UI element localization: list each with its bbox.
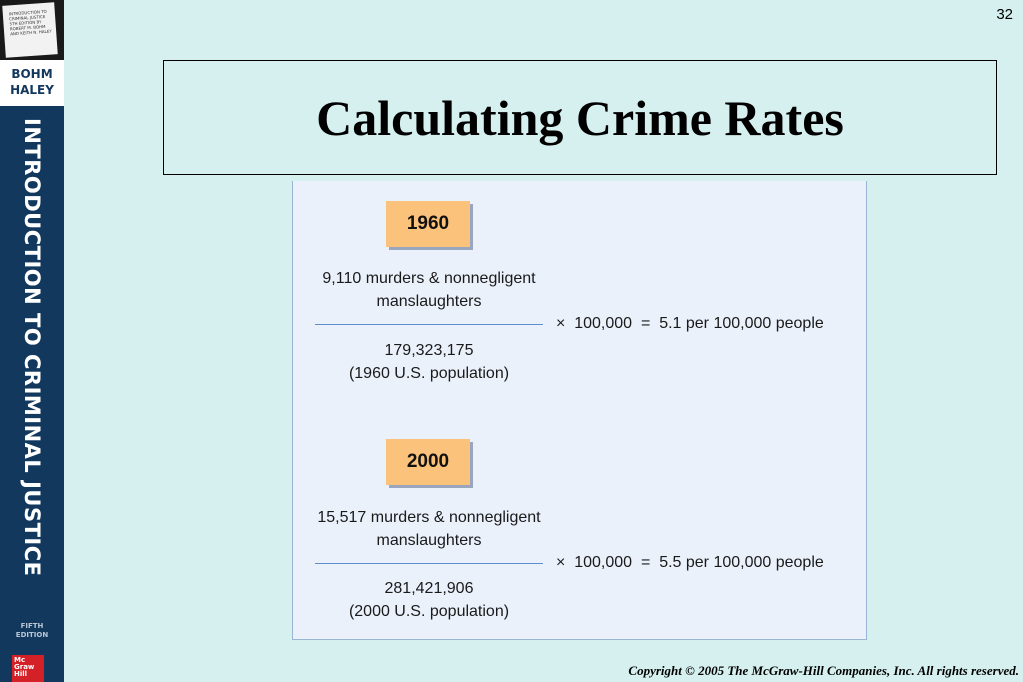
author-haley: HALEY bbox=[10, 83, 54, 97]
title-box: Calculating Crime Rates bbox=[163, 60, 997, 175]
numerator-1960-line-1: 9,110 murders & nonnegligent bbox=[322, 270, 536, 287]
edition-label: FIFTH EDITION bbox=[0, 622, 64, 640]
numerator-2000-line-1: 15,517 murders & nonnegligent bbox=[317, 509, 541, 526]
denominator-1960-line-2: (1960 U.S. population) bbox=[348, 365, 510, 382]
book-sidebar: INTRODUCTION TO CRIMINAL JUSTICE 5TH EDI… bbox=[0, 0, 64, 682]
denominator-2000-line-2: (2000 U.S. population) bbox=[348, 603, 510, 620]
numerator-1960-line-2: manslaughters bbox=[376, 293, 482, 310]
denominator-2000-line-1: 281,421,906 bbox=[384, 580, 474, 597]
slide-title: Calculating Crime Rates bbox=[316, 89, 844, 146]
mcgraw-hill-logo: Mc Graw Hill bbox=[12, 655, 44, 682]
year-tag-1960: 1960 bbox=[386, 201, 470, 247]
fraction-line-1960 bbox=[315, 324, 543, 325]
numerator-2000: 15,517 murders & nonnegligent manslaught… bbox=[293, 506, 565, 552]
denominator-1960: 179,323,175 (1960 U.S. population) bbox=[293, 339, 565, 385]
fraction-line-2000 bbox=[315, 563, 543, 564]
numerator-2000-line-2: manslaughters bbox=[376, 532, 482, 549]
numerator-1960: 9,110 murders & nonnegligent manslaughte… bbox=[293, 267, 565, 313]
year-tag-2000: 2000 bbox=[386, 439, 470, 485]
denominator-1960-line-1: 179,323,175 bbox=[384, 342, 474, 359]
authors-block: BOHM HALEY bbox=[0, 60, 64, 106]
copyright-notice: Copyright © 2005 The McGraw-Hill Compani… bbox=[628, 663, 1019, 678]
denominator-2000: 281,421,906 (2000 U.S. population) bbox=[293, 577, 565, 623]
book-cover-thumbnail: INTRODUCTION TO CRIMINAL JUSTICE 5TH EDI… bbox=[0, 0, 64, 60]
edition-line-2: EDITION bbox=[15, 631, 49, 639]
spine-title: INTRODUCTION TO CRIMINAL JUSTICE bbox=[20, 118, 44, 577]
rate-result-2000: × 100,000 = 5.5 per 100,000 people bbox=[556, 554, 824, 571]
author-bohm: BOHM bbox=[11, 67, 53, 81]
edition-line-1: FIFTH bbox=[20, 622, 44, 630]
rate-result-1960: × 100,000 = 5.1 per 100,000 people bbox=[556, 315, 824, 332]
book-cover-image: INTRODUCTION TO CRIMINAL JUSTICE 5TH EDI… bbox=[2, 2, 58, 58]
crime-rate-figure: 1960 9,110 murders & nonnegligent mansla… bbox=[292, 181, 867, 640]
page-number: 32 bbox=[996, 6, 1013, 23]
book-cover-text: INTRODUCTION TO CRIMINAL JUSTICE 5TH EDI… bbox=[8, 8, 52, 37]
